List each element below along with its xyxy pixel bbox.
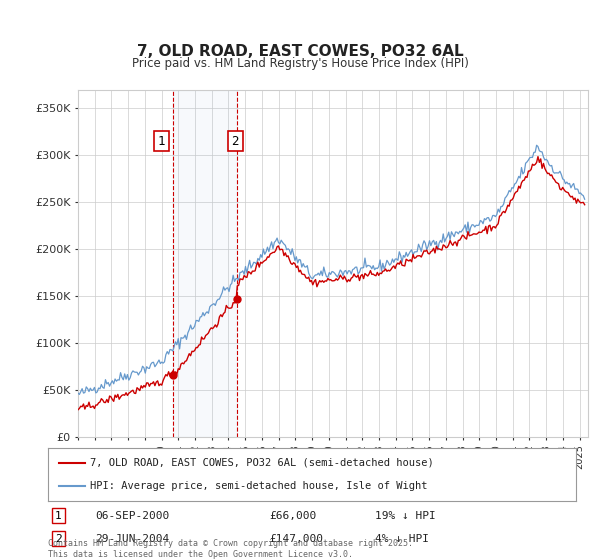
Text: 7, OLD ROAD, EAST COWES, PO32 6AL (semi-detached house): 7, OLD ROAD, EAST COWES, PO32 6AL (semi-…	[90, 458, 434, 468]
Text: 19% ↓ HPI: 19% ↓ HPI	[376, 511, 436, 521]
Text: 4% ↓ HPI: 4% ↓ HPI	[376, 534, 430, 544]
Text: Price paid vs. HM Land Registry's House Price Index (HPI): Price paid vs. HM Land Registry's House …	[131, 57, 469, 70]
Text: 1: 1	[55, 511, 62, 521]
Bar	[173, 90, 236, 437]
Text: HPI: Average price, semi-detached house, Isle of Wight: HPI: Average price, semi-detached house,…	[90, 481, 428, 491]
Text: 1: 1	[158, 135, 165, 148]
Text: 2: 2	[231, 135, 239, 148]
Text: £66,000: £66,000	[270, 511, 317, 521]
Text: 7, OLD ROAD, EAST COWES, PO32 6AL: 7, OLD ROAD, EAST COWES, PO32 6AL	[137, 44, 463, 59]
Text: 2: 2	[55, 534, 62, 544]
Text: Contains HM Land Registry data © Crown copyright and database right 2025.
This d: Contains HM Land Registry data © Crown c…	[48, 539, 413, 559]
Text: 29-JUN-2004: 29-JUN-2004	[95, 534, 170, 544]
Text: £147,000: £147,000	[270, 534, 324, 544]
Text: 06-SEP-2000: 06-SEP-2000	[95, 511, 170, 521]
